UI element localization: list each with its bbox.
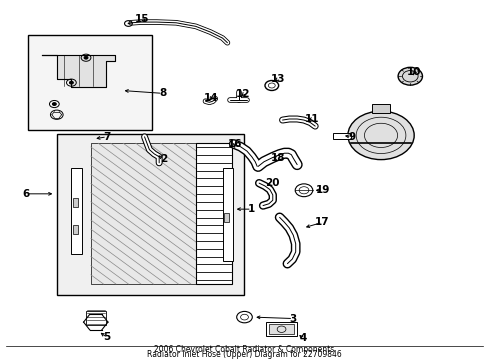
Bar: [266, 322, 296, 336]
Text: 5: 5: [103, 332, 110, 342]
Circle shape: [84, 56, 88, 59]
Text: 4: 4: [299, 333, 306, 343]
Text: 2: 2: [160, 154, 167, 164]
Text: 8: 8: [159, 88, 166, 98]
Circle shape: [52, 103, 56, 105]
Circle shape: [397, 67, 422, 85]
Text: 2006 Chevrolet Cobalt Radiator & Components: 2006 Chevrolet Cobalt Radiator & Compone…: [154, 345, 334, 354]
Bar: [73, 225, 78, 234]
Text: 11: 11: [304, 114, 318, 124]
Bar: [371, 104, 389, 113]
Text: 14: 14: [203, 93, 218, 103]
Text: 17: 17: [315, 217, 329, 227]
Text: 3: 3: [289, 314, 296, 324]
Bar: [91, 143, 198, 284]
Polygon shape: [42, 55, 115, 87]
Circle shape: [347, 111, 413, 159]
Bar: [222, 168, 233, 261]
Text: 6: 6: [22, 189, 30, 199]
Text: 10: 10: [406, 67, 421, 77]
Text: 20: 20: [265, 178, 280, 188]
Bar: [195, 143, 232, 284]
Bar: [71, 168, 82, 254]
Text: 15: 15: [135, 14, 149, 23]
Bar: [86, 311, 105, 325]
Bar: [224, 213, 228, 222]
Text: 18: 18: [270, 153, 285, 163]
Text: 9: 9: [347, 132, 355, 142]
Bar: [269, 324, 293, 334]
Text: Radiator Inlet Hose (Upper) Diagram for 22709846: Radiator Inlet Hose (Upper) Diagram for …: [147, 350, 341, 359]
Text: 1: 1: [248, 204, 255, 214]
Bar: [73, 198, 78, 207]
Text: 7: 7: [103, 132, 110, 142]
Text: 19: 19: [315, 185, 329, 195]
Bar: [332, 133, 350, 139]
Text: 13: 13: [270, 74, 285, 84]
Bar: [57, 134, 244, 295]
Text: 16: 16: [227, 139, 242, 149]
Circle shape: [69, 81, 73, 84]
Bar: [27, 35, 152, 130]
Text: 12: 12: [236, 89, 250, 99]
